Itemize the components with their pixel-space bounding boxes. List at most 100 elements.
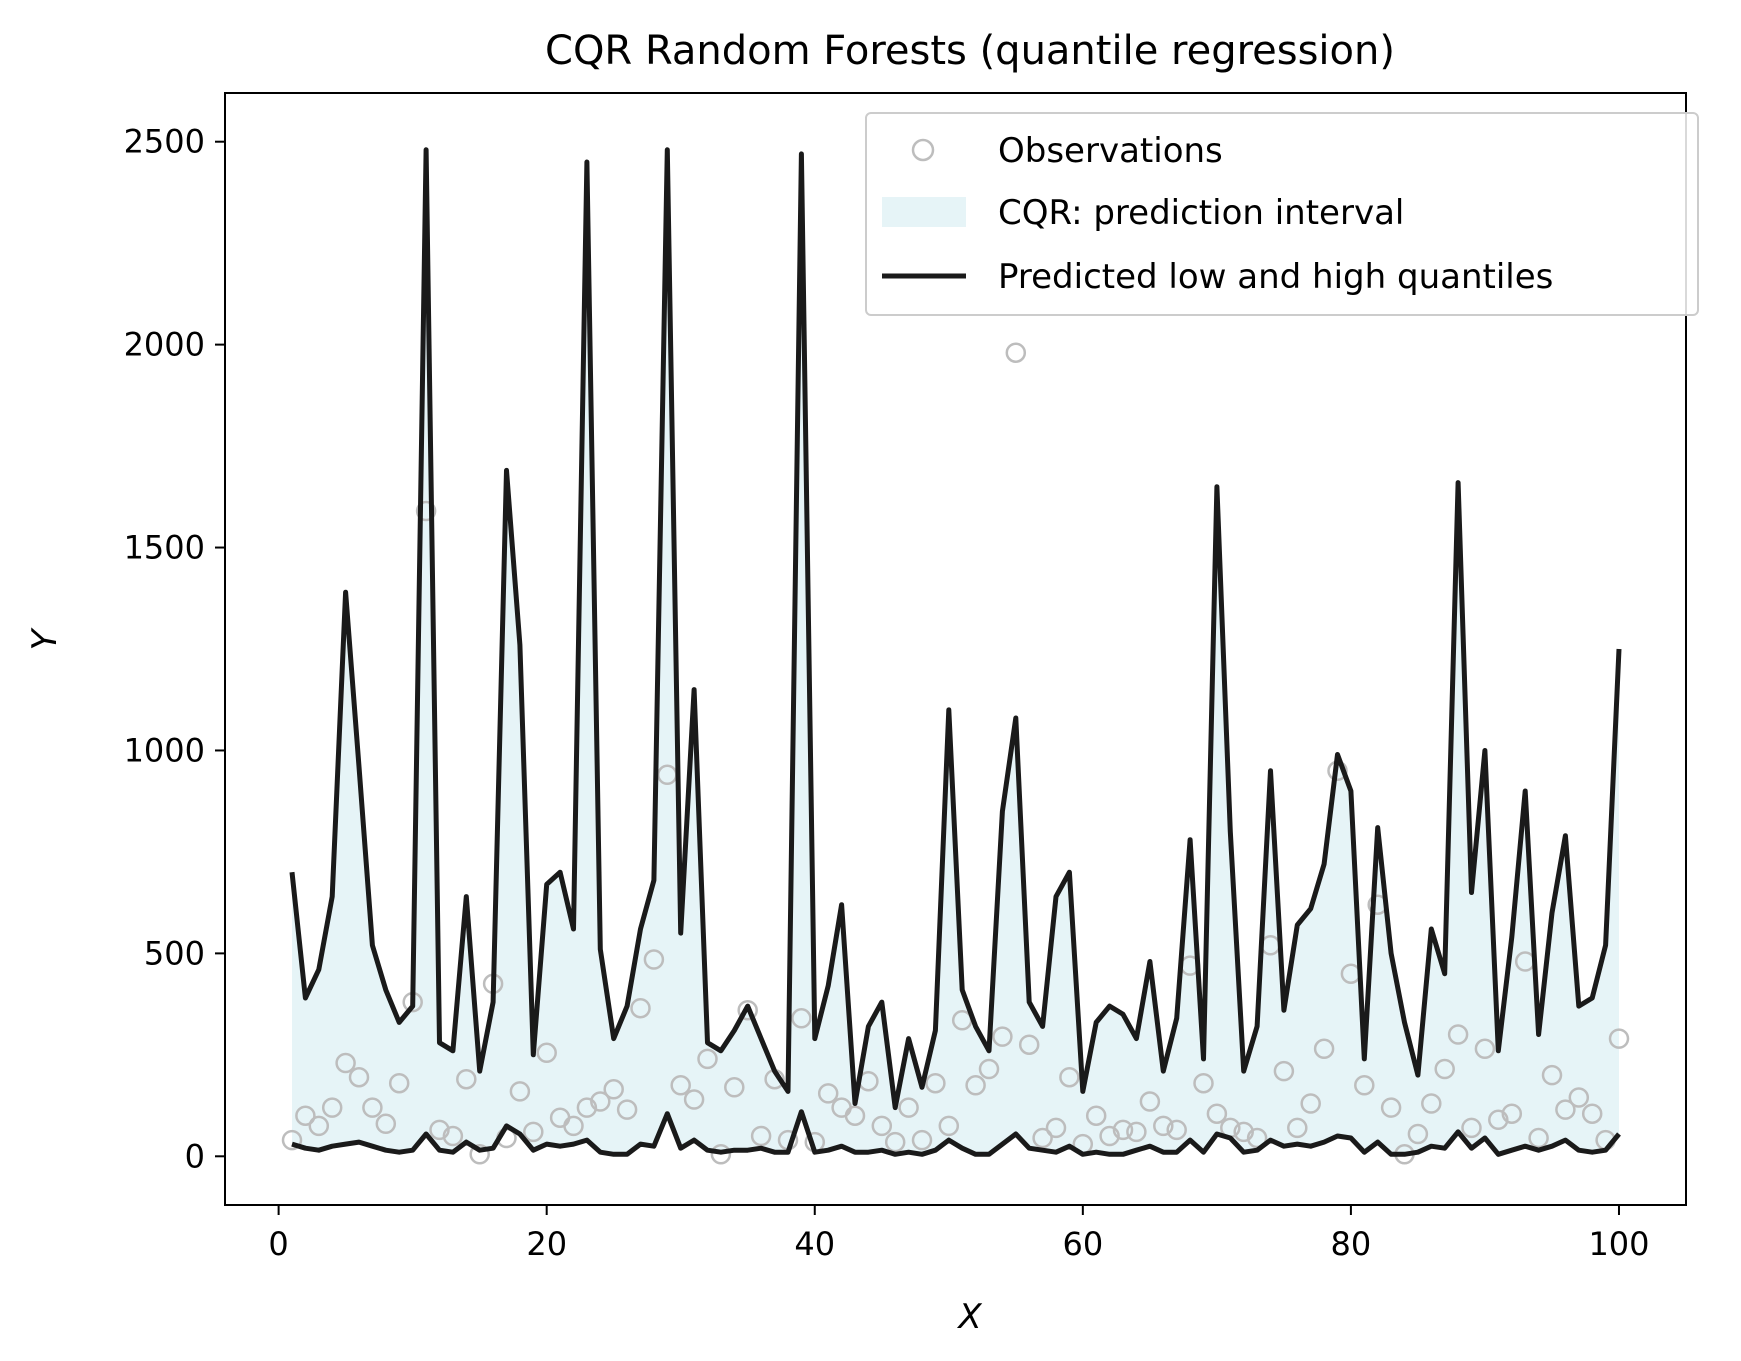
observations-series — [281, 342, 1630, 1165]
observation-point — [281, 1129, 303, 1151]
observation-point — [1555, 1099, 1576, 1120]
observation-point — [817, 1083, 839, 1104]
observation-point — [911, 1129, 933, 1151]
x-tick-label: 40 — [794, 1225, 835, 1263]
observation-point — [1287, 1117, 1308, 1139]
observation-point — [1474, 1038, 1496, 1060]
observation-point — [616, 1099, 638, 1120]
y-tick-label: 2000 — [124, 326, 205, 364]
observation-point — [1354, 1075, 1375, 1096]
observation-point — [670, 1075, 691, 1096]
observation-point — [590, 1091, 611, 1112]
observation-point — [1139, 1091, 1161, 1112]
observation-point — [1193, 1072, 1214, 1094]
observation-point — [1380, 1097, 1402, 1118]
plot-frame — [224, 92, 1687, 1206]
observation-point — [1313, 1038, 1335, 1060]
observation-point — [523, 1121, 544, 1143]
y-tick-label: 0 — [185, 1137, 205, 1175]
observation-point — [1541, 1064, 1563, 1086]
observation-point — [1447, 1024, 1469, 1045]
x-tick-label: 0 — [268, 1225, 288, 1263]
observation-point — [1099, 1125, 1120, 1147]
observation-point — [1085, 1105, 1107, 1126]
observation-point — [1273, 1060, 1295, 1082]
observation-point — [697, 1048, 718, 1070]
observation-point — [388, 1072, 410, 1094]
observation-point — [1528, 1127, 1549, 1149]
observation-point — [683, 1089, 705, 1110]
observation-point — [710, 1144, 732, 1165]
observation-point — [1608, 1028, 1630, 1049]
observation-point — [871, 1115, 893, 1137]
observation-point — [509, 1081, 531, 1102]
observation-point — [1059, 1066, 1080, 1088]
observation-point — [1206, 1103, 1228, 1124]
low-quantile-line — [291, 1109, 1621, 1157]
x-tick-label: 100 — [1588, 1225, 1649, 1263]
observation-point — [1166, 1119, 1187, 1141]
observation-point — [1461, 1117, 1482, 1139]
observation-point — [415, 500, 437, 522]
observation-point — [737, 999, 758, 1021]
y-tick-label: 1500 — [124, 529, 205, 567]
observation-point — [1018, 1034, 1040, 1055]
observation-point — [1045, 1117, 1067, 1139]
observation-point — [576, 1097, 598, 1118]
observation-point — [456, 1068, 477, 1090]
observation-point — [1407, 1123, 1429, 1145]
observation-point — [925, 1072, 946, 1094]
observation-point — [1112, 1119, 1134, 1141]
x-tick-label: 80 — [1331, 1225, 1372, 1263]
observation-point — [536, 1042, 557, 1064]
x-tick-label: 60 — [1062, 1225, 1103, 1263]
observation-point — [469, 1144, 490, 1165]
observation-point — [335, 1052, 356, 1074]
observation-point — [308, 1115, 330, 1137]
observation-point — [1501, 1103, 1523, 1124]
observation-point — [1421, 1093, 1442, 1114]
observation-point — [442, 1125, 464, 1147]
observation-point — [348, 1066, 370, 1088]
legend-interval-label: CQR: prediction interval — [998, 193, 1404, 233]
observation-point — [1300, 1093, 1321, 1114]
observation-point — [362, 1097, 383, 1118]
observation-point — [643, 949, 665, 970]
observation-point — [375, 1113, 397, 1135]
observation-point — [791, 1008, 812, 1029]
observation-point — [750, 1125, 772, 1147]
x-tick-label: 20 — [526, 1225, 567, 1263]
legend-quantiles-label: Predicted low and high quantiles — [998, 257, 1553, 297]
observation-point — [630, 997, 651, 1019]
legend: Observations CQR: prediction interval Pr… — [865, 112, 1699, 316]
observation-point — [1032, 1127, 1053, 1149]
observation-point — [1581, 1103, 1603, 1124]
observation-point — [938, 1115, 960, 1137]
legend-observations-marker — [911, 138, 935, 162]
legend-interval-swatch — [882, 197, 966, 227]
observation-point — [429, 1119, 450, 1141]
observation-point — [321, 1097, 343, 1118]
observation-point — [1488, 1109, 1509, 1131]
legend-observations-label: Observations — [998, 131, 1223, 171]
observation-point — [563, 1115, 584, 1137]
observation-point — [295, 1105, 316, 1126]
observation-point — [724, 1077, 745, 1098]
y-axis-label: Y — [25, 627, 65, 650]
observation-point — [965, 1075, 986, 1096]
observation-point — [1126, 1121, 1147, 1143]
observation-point — [992, 1026, 1013, 1047]
observation-point — [1246, 1127, 1268, 1149]
high-quantile-line — [289, 147, 1622, 1111]
y-tick-label: 2500 — [124, 123, 205, 161]
plot-area — [281, 147, 1630, 1165]
observation-point — [884, 1131, 906, 1153]
observation-point — [1434, 1058, 1455, 1080]
observation-point — [1005, 342, 1027, 363]
chart-title: CQR Random Forests (quantile regression) — [545, 28, 1395, 74]
observation-point — [978, 1058, 1000, 1080]
observation-point — [844, 1105, 866, 1126]
x-axis-label: X — [956, 1297, 982, 1337]
